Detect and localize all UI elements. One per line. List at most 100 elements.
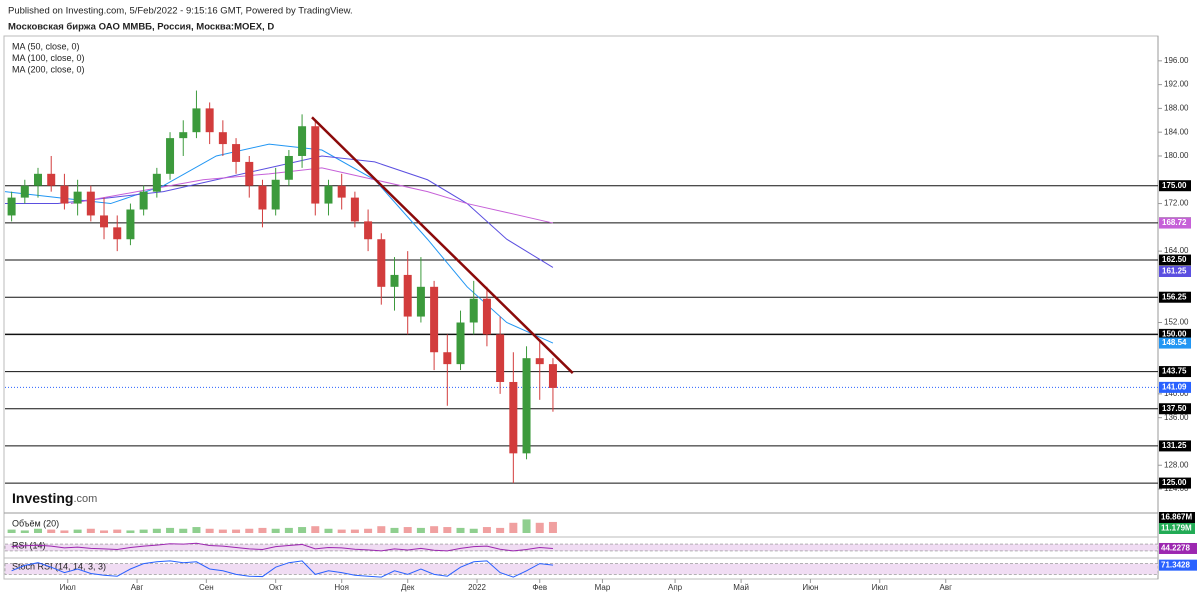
last-price-box (1159, 381, 1191, 393)
candle-body (403, 274, 412, 317)
level-label: 131.25 (1162, 441, 1187, 450)
candle-body (20, 185, 29, 198)
ma-last-label: 148.54 (1162, 338, 1187, 347)
candle-body (47, 173, 56, 186)
volume-bar (73, 529, 82, 533)
candle-body (126, 209, 135, 240)
volume-bar (179, 528, 188, 533)
volume-bar (298, 527, 307, 533)
volume-bar (20, 530, 29, 533)
volume-bar (456, 527, 465, 533)
volume-bar (113, 529, 122, 533)
y-tick-label: 164.00 (1164, 246, 1189, 255)
volume-bar (166, 527, 175, 533)
symbol-title: Московская биржа ОАО ММВБ, Россия, Москв… (8, 22, 274, 33)
level-label: 137.50 (1162, 404, 1187, 413)
volume-bar (258, 527, 267, 533)
level-box (1159, 403, 1191, 415)
volume-bar (47, 529, 56, 533)
candle-body (430, 286, 439, 353)
candle-body (205, 108, 214, 133)
candle-body (364, 221, 373, 240)
candle-body (548, 364, 557, 388)
y-tick-label: 180.00 (1164, 151, 1189, 160)
candle-body (7, 197, 16, 216)
volume-bar (548, 521, 557, 533)
volume-bar (469, 528, 478, 533)
level-label: 162.50 (1162, 255, 1187, 264)
volume-bar (86, 528, 95, 533)
band (4, 563, 1159, 575)
volume-bar (139, 529, 148, 533)
y-tick-label: 184.00 (1164, 127, 1189, 136)
candle-body (139, 191, 148, 210)
y-tick-label: 196.00 (1164, 56, 1189, 65)
volume-bar (34, 528, 43, 533)
y-tick-label: 128.00 (1164, 460, 1189, 469)
x-tick-label: Окт (269, 583, 283, 592)
volume-label: 11.179M (1161, 524, 1192, 533)
volume-title: Объём (20) (12, 518, 59, 528)
volume-label-box (1159, 523, 1195, 534)
x-tick-label: Мар (595, 583, 611, 592)
candle-body (152, 173, 161, 192)
stoch-label: 71.3428 (1161, 560, 1190, 569)
candle-body (311, 126, 320, 204)
candle-body (522, 358, 531, 454)
candle-body (258, 185, 267, 210)
volume-bar (364, 528, 373, 533)
candle-body (509, 381, 518, 454)
volume-bar (271, 528, 280, 533)
x-tick-label: 2022 (468, 583, 486, 592)
volume-bar (496, 527, 505, 533)
level-label: 150.00 (1162, 330, 1187, 339)
candle-body (166, 138, 175, 174)
candle-body (535, 358, 544, 365)
volume-bar (100, 530, 109, 533)
level-box (1159, 366, 1191, 378)
candle-body (60, 185, 69, 204)
volume-bar (337, 529, 346, 533)
candle-body (469, 298, 478, 323)
volume-bar (430, 526, 439, 533)
candle-body (245, 161, 254, 186)
candle-body (350, 197, 359, 222)
x-tick-label: Май (733, 583, 749, 592)
level-box (1159, 477, 1191, 489)
y-tick-label: 124.00 (1164, 484, 1189, 493)
volume-bar (311, 526, 320, 533)
volume-bar (390, 527, 399, 533)
ma-last-label: 168.72 (1162, 218, 1187, 227)
candle-body (496, 334, 505, 382)
volume-bar (416, 527, 425, 533)
rsi-label-box (1159, 542, 1197, 554)
volume-bar (535, 522, 544, 533)
candle-body (179, 132, 188, 139)
candle-body (113, 227, 122, 240)
volume-bar (192, 527, 201, 533)
ma-last-box (1159, 337, 1191, 349)
volume-bar (218, 529, 227, 533)
volume-bar (126, 530, 135, 533)
ma-legend: MA (50, close, 0) (12, 41, 80, 51)
ma-legend: MA (200, close, 0) (12, 64, 85, 74)
candle-body (443, 352, 452, 365)
candle-body (377, 239, 386, 287)
candle-body (192, 108, 201, 133)
rsi-line (11, 542, 553, 552)
candle-body (218, 132, 227, 145)
volume-bar (205, 528, 214, 533)
plot-frame (3, 35, 1159, 580)
volume-bar (245, 528, 254, 533)
volume-bar (350, 529, 359, 533)
level-box (1159, 180, 1191, 192)
published-line: Published on Investing.com, 5/Feb/2022 -… (8, 6, 353, 17)
candle-body (100, 215, 109, 228)
y-tick-label: 140.00 (1164, 389, 1189, 398)
ma-last-box (1159, 265, 1191, 277)
y-tick-label: 136.00 (1164, 413, 1189, 422)
stoch-title: Stoch RSI (14, 14, 3, 3) (12, 561, 106, 571)
ma-line (5, 155, 554, 268)
candle-body (34, 173, 43, 186)
